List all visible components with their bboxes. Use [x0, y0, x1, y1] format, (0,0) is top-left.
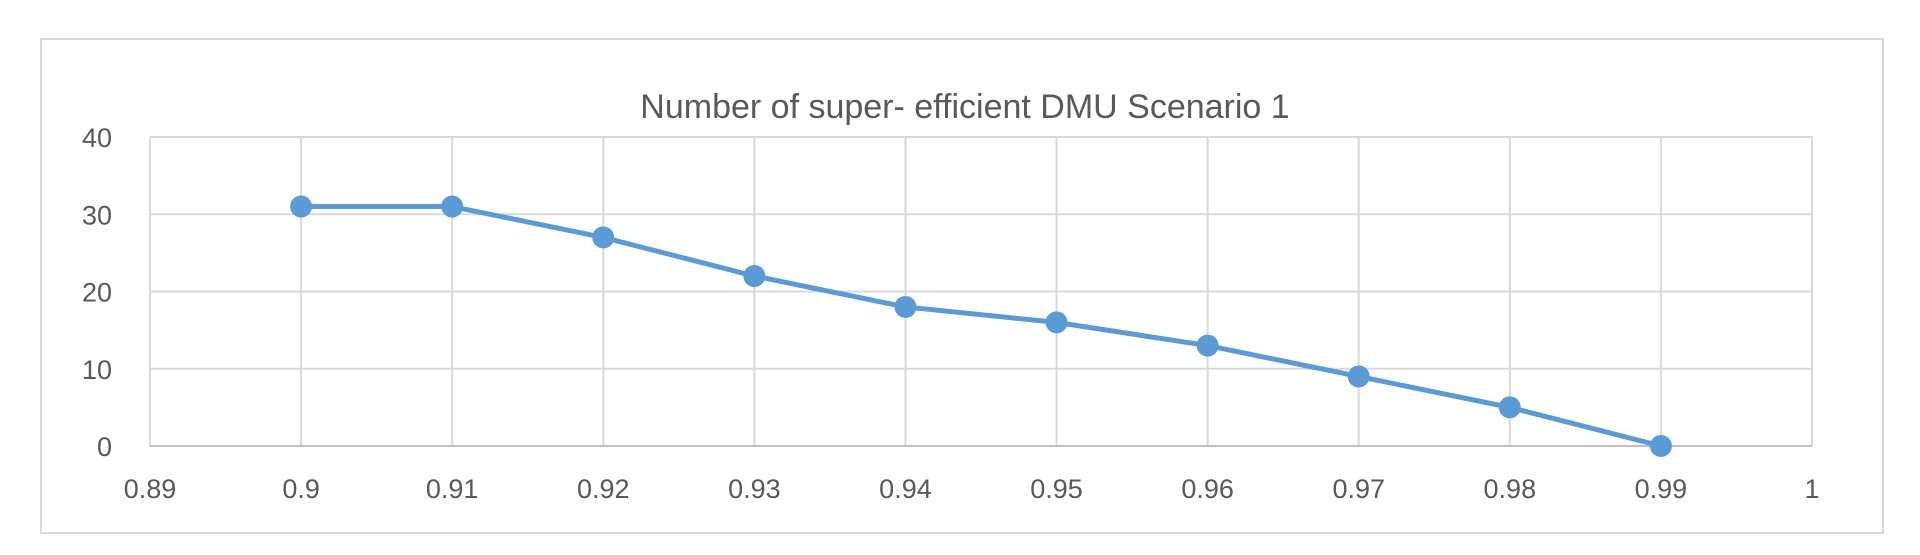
x-tick-label: 1 — [1804, 474, 1819, 504]
gridlines — [150, 136, 1813, 446]
x-tick-label: 0.92 — [577, 474, 630, 504]
y-tick-label: 20 — [82, 278, 112, 308]
x-tick-label: 0.99 — [1635, 474, 1688, 504]
series-line — [301, 204, 1662, 449]
data-point — [1347, 365, 1370, 388]
y-tick-label: 30 — [82, 200, 112, 230]
y-tick-label: 10 — [82, 355, 112, 385]
y-tick-label: 40 — [82, 123, 112, 153]
x-tick-label: 0.93 — [728, 474, 781, 504]
data-point — [743, 265, 766, 288]
data-point — [1498, 396, 1521, 419]
data-point — [1649, 435, 1672, 457]
y-tick-label: 0 — [97, 432, 112, 462]
x-tick-label: 0.9 — [282, 474, 320, 504]
x-tick-label: 0.95 — [1030, 474, 1083, 504]
data-point — [894, 295, 917, 318]
series-1 — [290, 195, 1672, 457]
data-point — [441, 195, 464, 218]
data-point — [290, 195, 313, 218]
axes: 0 10 20 30 40 0.89 0.9 0.91 0.92 0.93 0.94 0.95 0.96… — [82, 123, 1820, 504]
data-point — [592, 226, 615, 249]
x-tick-label: 0.96 — [1181, 474, 1234, 504]
x-tick-label: 0.94 — [879, 474, 932, 504]
chart-title: Number of super- efficient DMU Scenario … — [640, 88, 1289, 126]
x-tick-label: 0.97 — [1332, 474, 1385, 504]
data-point — [1045, 311, 1068, 334]
chart-area — [40, 38, 1884, 534]
data-point — [1196, 334, 1219, 357]
x-tick-label: 0.91 — [426, 474, 479, 504]
x-tick-label: 0.89 — [124, 474, 177, 504]
x-tick-label: 0.98 — [1484, 474, 1537, 504]
